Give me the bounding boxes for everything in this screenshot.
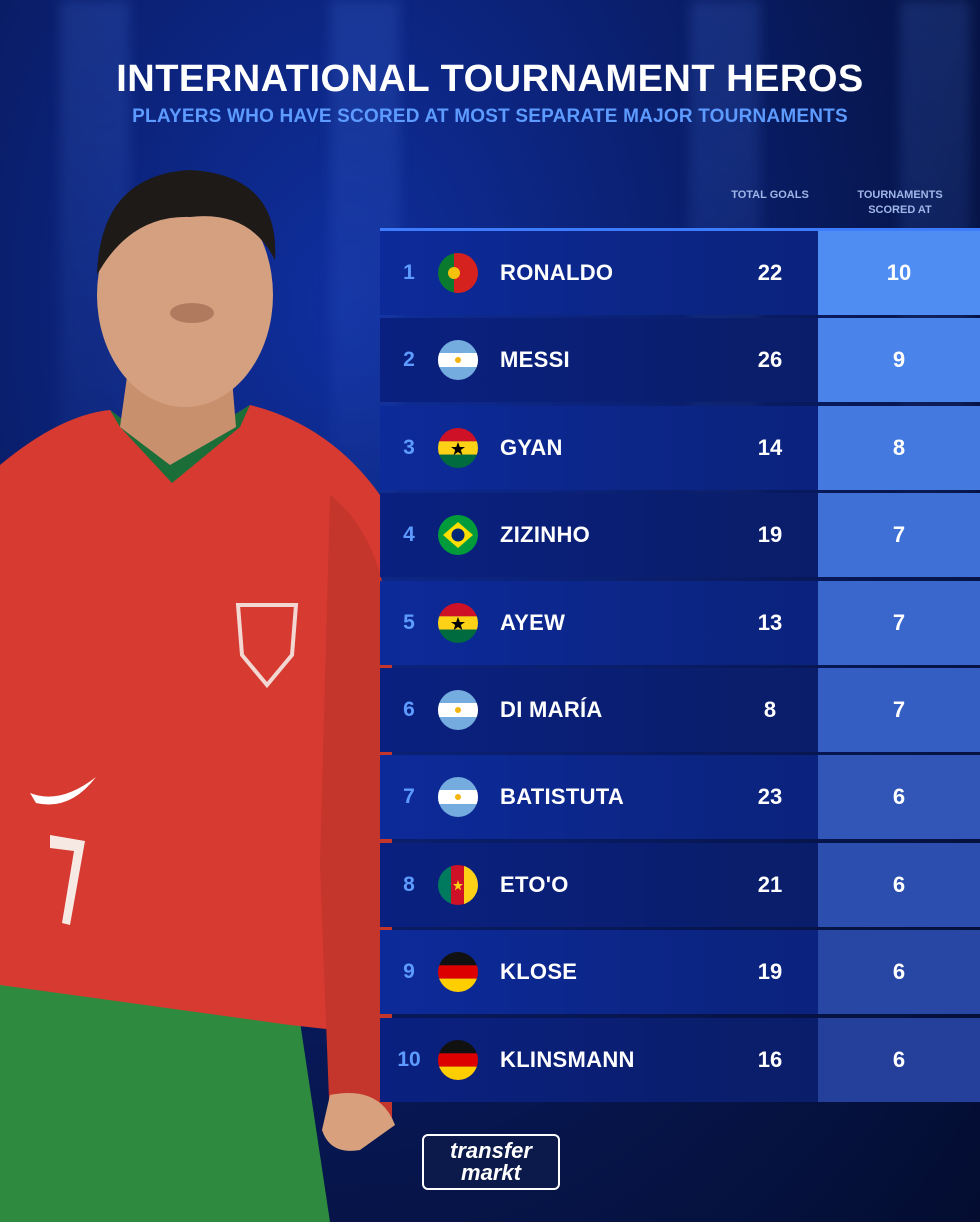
total-goals: 13 <box>757 609 783 635</box>
page-subtitle: PLAYERS WHO HAVE SCORED AT MOST SEPARATE… <box>132 106 848 127</box>
argentina-flag-icon <box>438 777 478 818</box>
total-goals: 22 <box>757 260 783 285</box>
tournaments-scored: 7 <box>818 493 980 578</box>
logo-line-1: transfer <box>450 1138 532 1163</box>
argentina-flag-icon <box>438 690 478 730</box>
total-goals: 14 <box>757 434 783 460</box>
total-goals: 19 <box>757 522 783 548</box>
player-name: ZIZINHO <box>500 522 591 548</box>
tournaments-scored: 8 <box>818 405 980 490</box>
rank-number: 4 <box>403 523 415 547</box>
rank-number: 5 <box>403 610 415 634</box>
table-row: 4 ZIZINHO 19 7 <box>380 493 980 578</box>
table-row: 8 ETO'O 21 6 <box>380 842 980 927</box>
ghana-flag-icon <box>438 427 478 468</box>
player-name: ETO'O <box>500 871 569 897</box>
table-row: 5 AYEW 13 7 <box>380 580 980 665</box>
table-row: 2 MESSI 26 9 <box>380 318 980 403</box>
total-goals: 26 <box>757 347 783 373</box>
player-name: RONALDO <box>500 260 614 285</box>
player-photo <box>0 170 395 1222</box>
player-name: GYAN <box>500 434 563 460</box>
total-goals: 19 <box>757 959 783 985</box>
rankings-table: 1 RONALDO 22 10 2 MESSI 26 9 3 GYAN 14 8 4 ZIZINHO 19 7… <box>380 228 980 1102</box>
tournaments-scored: 7 <box>818 668 980 752</box>
cameroon-flag-icon <box>438 864 478 905</box>
table-row: 6 DI MARÍA 8 7 <box>380 668 980 752</box>
column-header-tournaments: TOURNAMENTS SCORED AT <box>857 189 943 216</box>
rank-number: 1 <box>403 261 415 284</box>
tournaments-scored: 6 <box>818 930 980 1015</box>
tournaments-scored: 6 <box>818 1017 980 1102</box>
transfermarkt-logo: transfer markt <box>422 1134 560 1190</box>
rank-number: 3 <box>403 435 415 459</box>
rank-number: 6 <box>403 698 415 721</box>
tournaments-scored: 6 <box>818 755 980 840</box>
table-row: 3 GYAN 14 8 <box>380 405 980 490</box>
table-row: 1 RONALDO 22 10 <box>380 231 980 315</box>
argentina-flag-icon <box>438 340 478 381</box>
player-name: BATISTUTA <box>500 784 625 810</box>
logo-line-2: markt <box>461 1160 521 1185</box>
rank-number: 7 <box>403 785 415 809</box>
player-name: AYEW <box>500 609 566 635</box>
tournaments-scored: 10 <box>818 231 980 315</box>
portugal-flag-icon <box>438 253 478 293</box>
player-name: MESSI <box>500 347 570 373</box>
rank-number: 10 <box>397 1047 421 1071</box>
player-name: KLOSE <box>500 959 578 985</box>
rank-number: 2 <box>403 348 415 372</box>
brazil-flag-icon <box>438 515 478 556</box>
total-goals: 16 <box>757 1046 783 1072</box>
tournaments-scored: 7 <box>818 580 980 665</box>
total-goals: 8 <box>763 697 777 722</box>
player-name: KLINSMANN <box>500 1046 635 1072</box>
column-header-goals: TOTAL GOALS <box>731 189 809 201</box>
tournaments-scored: 9 <box>818 318 980 403</box>
table-row: 10 KLINSMANN 16 6 <box>380 1017 980 1102</box>
total-goals: 23 <box>757 784 783 810</box>
germany-flag-icon <box>438 952 478 993</box>
player-name: DI MARÍA <box>500 697 603 722</box>
rank-number: 8 <box>403 872 415 896</box>
total-goals: 21 <box>757 871 783 897</box>
page-title: INTERNATIONAL TOURNAMENT HEROS <box>116 58 864 100</box>
germany-flag-icon <box>438 1039 478 1080</box>
ghana-flag-icon <box>438 602 478 643</box>
rank-number: 9 <box>403 960 415 984</box>
tournaments-scored: 6 <box>818 842 980 927</box>
table-row: 9 KLOSE 19 6 <box>380 930 980 1015</box>
table-row: 7 BATISTUTA 23 6 <box>380 755 980 840</box>
